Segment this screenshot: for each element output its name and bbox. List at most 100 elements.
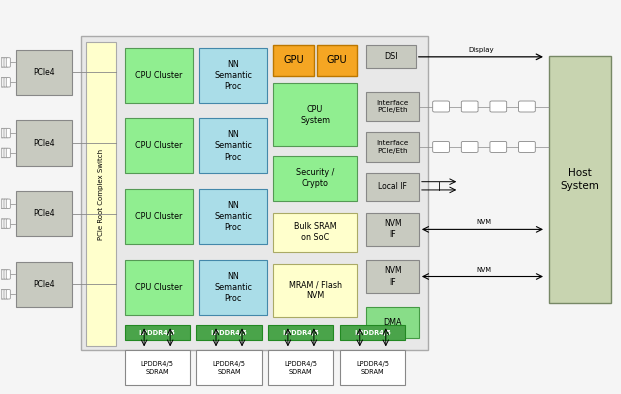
Text: LPDDR4/5: LPDDR4/5 xyxy=(211,330,247,336)
FancyBboxPatch shape xyxy=(6,219,11,229)
FancyBboxPatch shape xyxy=(273,213,357,252)
FancyBboxPatch shape xyxy=(4,199,8,208)
FancyBboxPatch shape xyxy=(366,260,419,293)
FancyBboxPatch shape xyxy=(268,350,333,385)
FancyBboxPatch shape xyxy=(4,78,8,87)
FancyBboxPatch shape xyxy=(519,141,535,152)
FancyBboxPatch shape xyxy=(273,45,314,76)
Text: PCIe4: PCIe4 xyxy=(34,139,55,147)
Text: PCIe4: PCIe4 xyxy=(34,280,55,289)
Text: PCIe4: PCIe4 xyxy=(34,209,55,218)
FancyBboxPatch shape xyxy=(340,325,406,340)
FancyBboxPatch shape xyxy=(366,173,419,201)
Text: NN
Semantic
Proc: NN Semantic Proc xyxy=(214,201,252,232)
FancyBboxPatch shape xyxy=(199,189,267,244)
Text: Display: Display xyxy=(468,47,494,53)
FancyBboxPatch shape xyxy=(6,290,11,299)
FancyBboxPatch shape xyxy=(2,219,6,229)
FancyBboxPatch shape xyxy=(6,270,11,279)
Text: CPU Cluster: CPU Cluster xyxy=(135,141,183,151)
FancyBboxPatch shape xyxy=(16,121,72,165)
FancyBboxPatch shape xyxy=(366,92,419,121)
Text: DMA: DMA xyxy=(383,318,402,327)
FancyBboxPatch shape xyxy=(0,148,4,158)
Text: Bulk SRAM
on SoC: Bulk SRAM on SoC xyxy=(294,222,337,242)
Text: Interface
PCIe/Eth: Interface PCIe/Eth xyxy=(376,100,409,113)
FancyBboxPatch shape xyxy=(6,58,11,67)
FancyBboxPatch shape xyxy=(4,270,8,279)
Text: LPDDR4/5
SDRAM: LPDDR4/5 SDRAM xyxy=(212,361,245,375)
Text: LPDDR4/5: LPDDR4/5 xyxy=(283,330,319,336)
FancyBboxPatch shape xyxy=(125,325,189,340)
FancyBboxPatch shape xyxy=(2,148,6,158)
FancyBboxPatch shape xyxy=(2,270,6,279)
FancyBboxPatch shape xyxy=(196,350,261,385)
FancyBboxPatch shape xyxy=(125,189,193,244)
FancyBboxPatch shape xyxy=(6,128,11,138)
FancyBboxPatch shape xyxy=(366,132,419,162)
FancyBboxPatch shape xyxy=(273,156,357,201)
FancyBboxPatch shape xyxy=(16,262,72,307)
Text: GPU: GPU xyxy=(283,56,304,65)
FancyBboxPatch shape xyxy=(273,264,357,317)
Text: CPU Cluster: CPU Cluster xyxy=(135,283,183,292)
FancyBboxPatch shape xyxy=(86,42,116,346)
FancyBboxPatch shape xyxy=(490,141,507,152)
FancyBboxPatch shape xyxy=(81,36,428,350)
FancyBboxPatch shape xyxy=(125,260,193,315)
FancyBboxPatch shape xyxy=(2,290,6,299)
FancyBboxPatch shape xyxy=(273,83,357,146)
Text: NN
Semantic
Proc: NN Semantic Proc xyxy=(214,59,252,91)
Text: NVM: NVM xyxy=(476,219,491,225)
FancyBboxPatch shape xyxy=(0,128,4,138)
FancyBboxPatch shape xyxy=(0,58,4,67)
FancyBboxPatch shape xyxy=(2,128,6,138)
FancyBboxPatch shape xyxy=(0,78,4,87)
FancyBboxPatch shape xyxy=(519,101,535,112)
FancyBboxPatch shape xyxy=(340,350,406,385)
FancyBboxPatch shape xyxy=(4,290,8,299)
Text: CPU Cluster: CPU Cluster xyxy=(135,71,183,80)
FancyBboxPatch shape xyxy=(2,78,6,87)
FancyBboxPatch shape xyxy=(16,191,72,236)
FancyBboxPatch shape xyxy=(0,219,4,229)
FancyBboxPatch shape xyxy=(461,101,478,112)
FancyBboxPatch shape xyxy=(366,45,416,68)
FancyBboxPatch shape xyxy=(16,50,72,95)
FancyBboxPatch shape xyxy=(2,199,6,208)
Text: Local IF: Local IF xyxy=(378,182,407,191)
Text: PCIe4: PCIe4 xyxy=(34,68,55,77)
Text: NVM
IF: NVM IF xyxy=(384,266,401,286)
FancyBboxPatch shape xyxy=(433,141,450,152)
FancyBboxPatch shape xyxy=(4,148,8,158)
Text: NN
Semantic
Proc: NN Semantic Proc xyxy=(214,130,252,162)
FancyBboxPatch shape xyxy=(317,45,357,76)
FancyBboxPatch shape xyxy=(0,199,4,208)
Text: NVM
IF: NVM IF xyxy=(384,219,401,240)
FancyBboxPatch shape xyxy=(4,219,8,229)
Text: DSI: DSI xyxy=(384,52,398,61)
FancyBboxPatch shape xyxy=(125,48,193,103)
FancyBboxPatch shape xyxy=(4,58,8,67)
FancyBboxPatch shape xyxy=(196,325,261,340)
Text: Host
System: Host System xyxy=(561,168,599,191)
FancyBboxPatch shape xyxy=(0,270,4,279)
Text: MRAM / Flash
NVM: MRAM / Flash NVM xyxy=(289,280,342,300)
Text: LPDDR4/5
SDRAM: LPDDR4/5 SDRAM xyxy=(284,361,317,375)
FancyBboxPatch shape xyxy=(461,141,478,152)
FancyBboxPatch shape xyxy=(0,290,4,299)
Text: CPU Cluster: CPU Cluster xyxy=(135,212,183,221)
FancyBboxPatch shape xyxy=(199,119,267,173)
FancyBboxPatch shape xyxy=(4,128,8,138)
Text: CPU
System: CPU System xyxy=(300,104,330,125)
FancyBboxPatch shape xyxy=(199,260,267,315)
FancyBboxPatch shape xyxy=(490,101,507,112)
FancyBboxPatch shape xyxy=(366,307,419,338)
Text: NN
Semantic
Proc: NN Semantic Proc xyxy=(214,272,252,303)
FancyBboxPatch shape xyxy=(366,213,419,246)
FancyBboxPatch shape xyxy=(2,58,6,67)
Text: LPDDR4/5: LPDDR4/5 xyxy=(138,330,176,336)
Text: LPDDR4/5
SDRAM: LPDDR4/5 SDRAM xyxy=(356,361,389,375)
Text: LPDDR4/5: LPDDR4/5 xyxy=(355,330,391,336)
FancyBboxPatch shape xyxy=(6,148,11,158)
